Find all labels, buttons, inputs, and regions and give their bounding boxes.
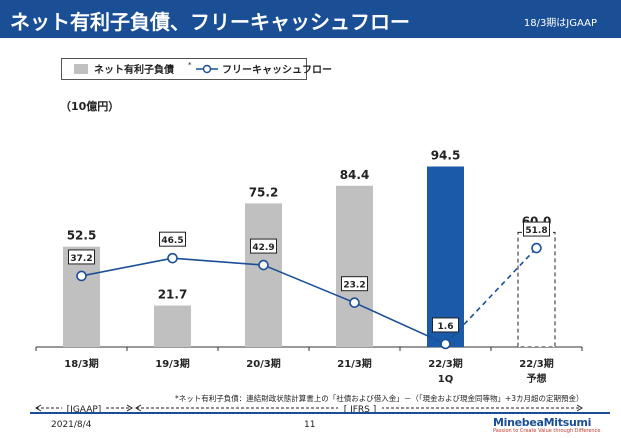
logo-tagline: Passion to Create Value through Differen… [493,428,601,434]
category-sublabel: 予想 [527,372,547,385]
unit-label: （10億円） [60,100,120,113]
jgaap-arrow-left [35,404,42,412]
fcf-label-box [523,221,550,237]
ifrs-label-bg [338,402,382,414]
ifrs-label: [ IFRS ] [344,405,377,415]
bar-value-label: 94.5 [431,149,461,163]
bar-highlight [427,166,464,347]
bar-value-label: 52.5 [67,229,97,243]
category-label: 18/3期 [64,357,99,370]
fcf-label-box [68,249,95,265]
legend-bar-mark: * [188,61,192,69]
fcf-line-segment [172,257,264,266]
fcf-label-box [432,317,459,333]
fcf-point [440,338,451,350]
fcf-point [258,259,269,271]
fcf-point [531,242,542,254]
fcf-line-segment [444,247,538,345]
ifrs-arrow-right [576,404,583,412]
fcf-point [76,270,87,282]
bar-value-label: 21.7 [158,288,188,302]
fcf-value-label: 51.8 [525,226,547,236]
jgaap-label: [JGAAP] [67,405,102,415]
accounting-note: 18/3期はJGAAP [523,18,597,29]
fcf-label-box [159,231,186,247]
fcf-line-segment [263,264,355,304]
bar [154,305,191,347]
footer-date: 2021/8/4 [51,420,92,430]
fcf-point [167,252,178,264]
category-label: 22/3期 [519,357,554,370]
fcf-label-box [250,238,277,254]
category-label: 20/3期 [246,357,281,370]
bar [336,185,373,347]
bar [245,203,282,347]
category-label: 19/3期 [155,357,190,370]
logo-name: MinebeaMitsumi [493,416,592,429]
legend-bar-swatch [74,64,88,74]
legend-line-label: フリーキャッシュフロー [222,64,332,76]
fcf-line-segment [81,257,173,277]
ifrs-arrow-left [135,404,142,412]
category-sublabel: 1Q [438,374,453,385]
chart-legend [61,58,307,80]
jgaap-arrow-right [126,404,133,412]
fcf-line-segment [354,301,446,345]
fcf-value-label: 23.2 [343,281,365,291]
fcf-value-label: 37.2 [70,254,92,264]
legend-line-marker [202,64,212,74]
category-label: 22/3期 [428,357,463,370]
fcf-value-label: 46.5 [161,236,183,246]
page-number: 11 [304,420,316,430]
page-title: ネット有利子負債、フリーキャッシュフロー [10,10,410,34]
fcf-value-label: 42.9 [252,243,274,253]
bar-value-label: 75.2 [249,185,279,199]
fcf-point [349,297,360,308]
company-logo: MinebeaMitsumi Passion to Create Value t… [493,416,603,436]
footer-divider [30,412,610,414]
bar-value-label: 84.4 [340,168,370,182]
header-bar: ネット有利子負債、フリーキャッシュフロー 18/3期はJGAAP [0,0,621,38]
fcf-value-label: 1.6 [438,322,454,332]
category-label: 21/3期 [337,357,372,370]
legend-bar-label: ネット有利子負債 [94,63,174,76]
footnote: *ネット有利子負債：連結財政状態計算書上の「社債および借入金」－（「現金および現… [175,394,584,403]
jgaap-label-bg [62,402,106,414]
fcf-label-box [341,276,368,292]
